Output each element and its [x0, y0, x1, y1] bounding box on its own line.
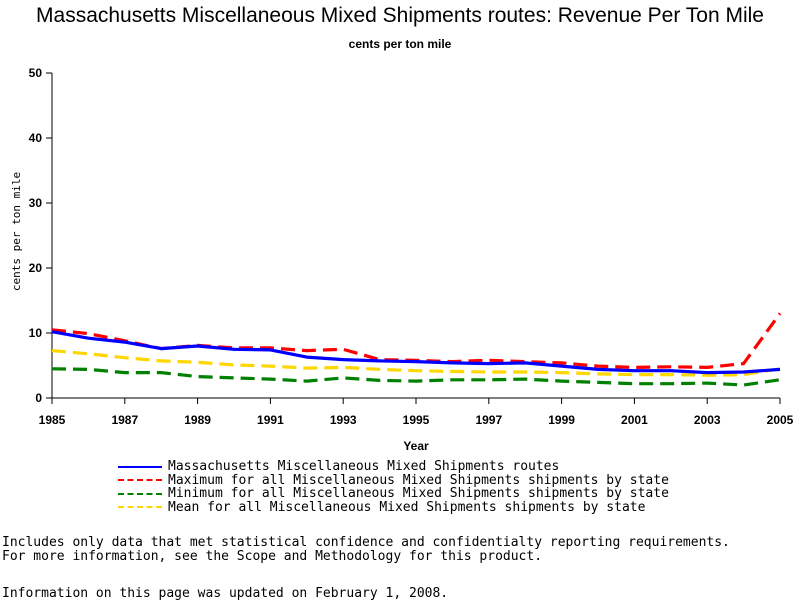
- legend-swatch: [118, 492, 162, 495]
- x-tick-label: 2005: [767, 413, 794, 427]
- legend-label: Maximum for all Miscellaneous Mixed Ship…: [168, 472, 669, 488]
- legend-swatch: [118, 506, 162, 509]
- footnote-updated: Information on this page was updated on …: [2, 586, 449, 601]
- x-tick-label: 1997: [475, 413, 502, 427]
- legend-label: Minimum for all Miscellaneous Mixed Ship…: [168, 486, 669, 501]
- legend-item: Minimum for all Miscellaneous Mixed Ship…: [118, 487, 669, 501]
- legend-label: Massachusetts Miscellaneous Mixed Shipme…: [168, 459, 560, 474]
- legend: Massachusetts Miscellaneous Mixed Shipme…: [118, 460, 669, 514]
- x-tick-label: 1985: [39, 413, 66, 427]
- x-tick-label: 1987: [111, 413, 138, 427]
- series-line-2: [51, 367, 781, 387]
- x-tick-label: 2001: [621, 413, 648, 427]
- legend-label: Mean for all Miscellaneous Mixed Shipmen…: [168, 499, 646, 515]
- y-tick-label: 50: [29, 66, 43, 80]
- y-tick-label: 20: [29, 261, 43, 275]
- legend-item: Massachusetts Miscellaneous Mixed Shipme…: [118, 460, 669, 474]
- y-tick-label: 30: [29, 196, 43, 210]
- x-tick-label: 2003: [694, 413, 721, 427]
- chart-subtitle: cents per ton mile: [348, 37, 452, 51]
- x-tick-label: 1995: [403, 413, 430, 427]
- y-tick-label: 40: [29, 131, 43, 145]
- x-tick-label: 1993: [330, 413, 357, 427]
- footnote-methodology: For more information, see the Scope and …: [2, 549, 543, 564]
- x-axis-label: Year: [403, 439, 429, 453]
- series-line-0: [51, 330, 781, 375]
- x-tick-label: 1991: [257, 413, 284, 427]
- x-tick-label: 1989: [184, 413, 211, 427]
- y-tick-label: 0: [35, 391, 42, 405]
- legend-item: Maximum for all Miscellaneous Mixed Ship…: [118, 472, 669, 488]
- footnote-confidence: Includes only data that met statistical …: [2, 535, 730, 550]
- series-layer: [51, 312, 782, 387]
- series-line-3: [51, 349, 781, 377]
- legend-swatch: [118, 465, 162, 468]
- y-tick-label: 10: [29, 326, 43, 340]
- legend-item: Mean for all Miscellaneous Mixed Shipmen…: [118, 499, 669, 515]
- x-tick-label: 1999: [548, 413, 575, 427]
- chart-title: Massachusetts Miscellaneous Mixed Shipme…: [36, 4, 764, 27]
- axes: 0 10 20 30 40 50 1985 1987 1989 1991 1993 1995 1997 1…: [29, 66, 794, 427]
- legend-swatch: [118, 479, 162, 482]
- y-axis-label: cents per ton mile: [10, 172, 23, 291]
